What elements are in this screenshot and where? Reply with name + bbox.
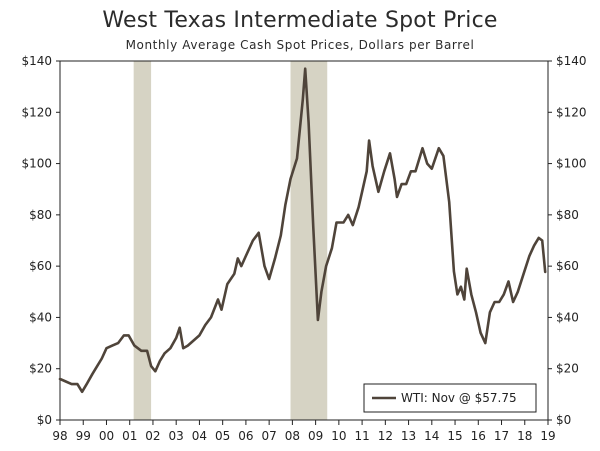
y-tick-label-left: $20 (29, 362, 52, 376)
x-tick-label: 04 (192, 429, 207, 443)
chart-title: West Texas Intermediate Spot Price (102, 8, 498, 33)
x-tick-label: 02 (145, 429, 160, 443)
x-tick-label: 05 (215, 429, 230, 443)
y-tick-label-right: $20 (556, 362, 579, 376)
chart-subtitle: Monthly Average Cash Spot Prices, Dollar… (125, 38, 475, 52)
y-tick-label-left: $100 (21, 157, 52, 171)
y-axis: $0 $0 $20 $20 $40 $40 $60 $60 $80 $80 $100 $100 $120… (21, 54, 586, 427)
y-tick-label-left: $60 (29, 259, 52, 273)
x-tick-label: 09 (308, 429, 323, 443)
recession-bands (133, 61, 328, 420)
x-tick-label: 13 (401, 429, 416, 443)
x-tick-label: 11 (354, 429, 369, 443)
x-tick-label: 17 (494, 429, 509, 443)
y-tick-label-right: $80 (556, 208, 579, 222)
x-tick-label: 18 (517, 429, 532, 443)
x-tick-label: 07 (262, 429, 277, 443)
x-tick-label: 03 (169, 429, 184, 443)
legend-label: WTI: Nov @ $57.75 (401, 391, 517, 405)
wti-price-line (58, 67, 547, 394)
x-axis: 98 99 00 01 02 03 04 05 06 07 08 09 10 11 12 13 14 15 16 17… (52, 420, 556, 443)
x-tick-label: 08 (285, 429, 300, 443)
x-tick-label: 99 (76, 429, 91, 443)
x-tick-label: 01 (122, 429, 137, 443)
y-tick-label-left: $120 (21, 105, 52, 119)
y-tick-label-right: $100 (556, 157, 587, 171)
x-tick-label: 16 (471, 429, 486, 443)
x-tick-label: 06 (238, 429, 253, 443)
x-tick-label: 10 (331, 429, 346, 443)
y-tick-label-right: $120 (556, 105, 587, 119)
x-tick-label: 15 (447, 429, 462, 443)
x-tick-label: 19 (540, 429, 555, 443)
y-tick-label-right: $0 (556, 413, 571, 427)
x-tick-label: 00 (99, 429, 114, 443)
y-tick-label-right: $60 (556, 259, 579, 273)
x-tick-label: 14 (424, 429, 439, 443)
y-tick-label-left: $40 (29, 310, 52, 324)
x-tick-label: 98 (52, 429, 67, 443)
plot-frame (59, 60, 549, 421)
y-tick-label-right: $140 (556, 54, 587, 68)
y-tick-label-left: $140 (21, 54, 52, 68)
recession-band (133, 61, 152, 420)
x-tick-label: 12 (378, 429, 393, 443)
legend: WTI: Nov @ $57.75 (363, 383, 537, 413)
y-tick-label-left: $80 (29, 208, 52, 222)
y-tick-label-left: $0 (37, 413, 52, 427)
y-tick-label-right: $40 (556, 310, 579, 324)
